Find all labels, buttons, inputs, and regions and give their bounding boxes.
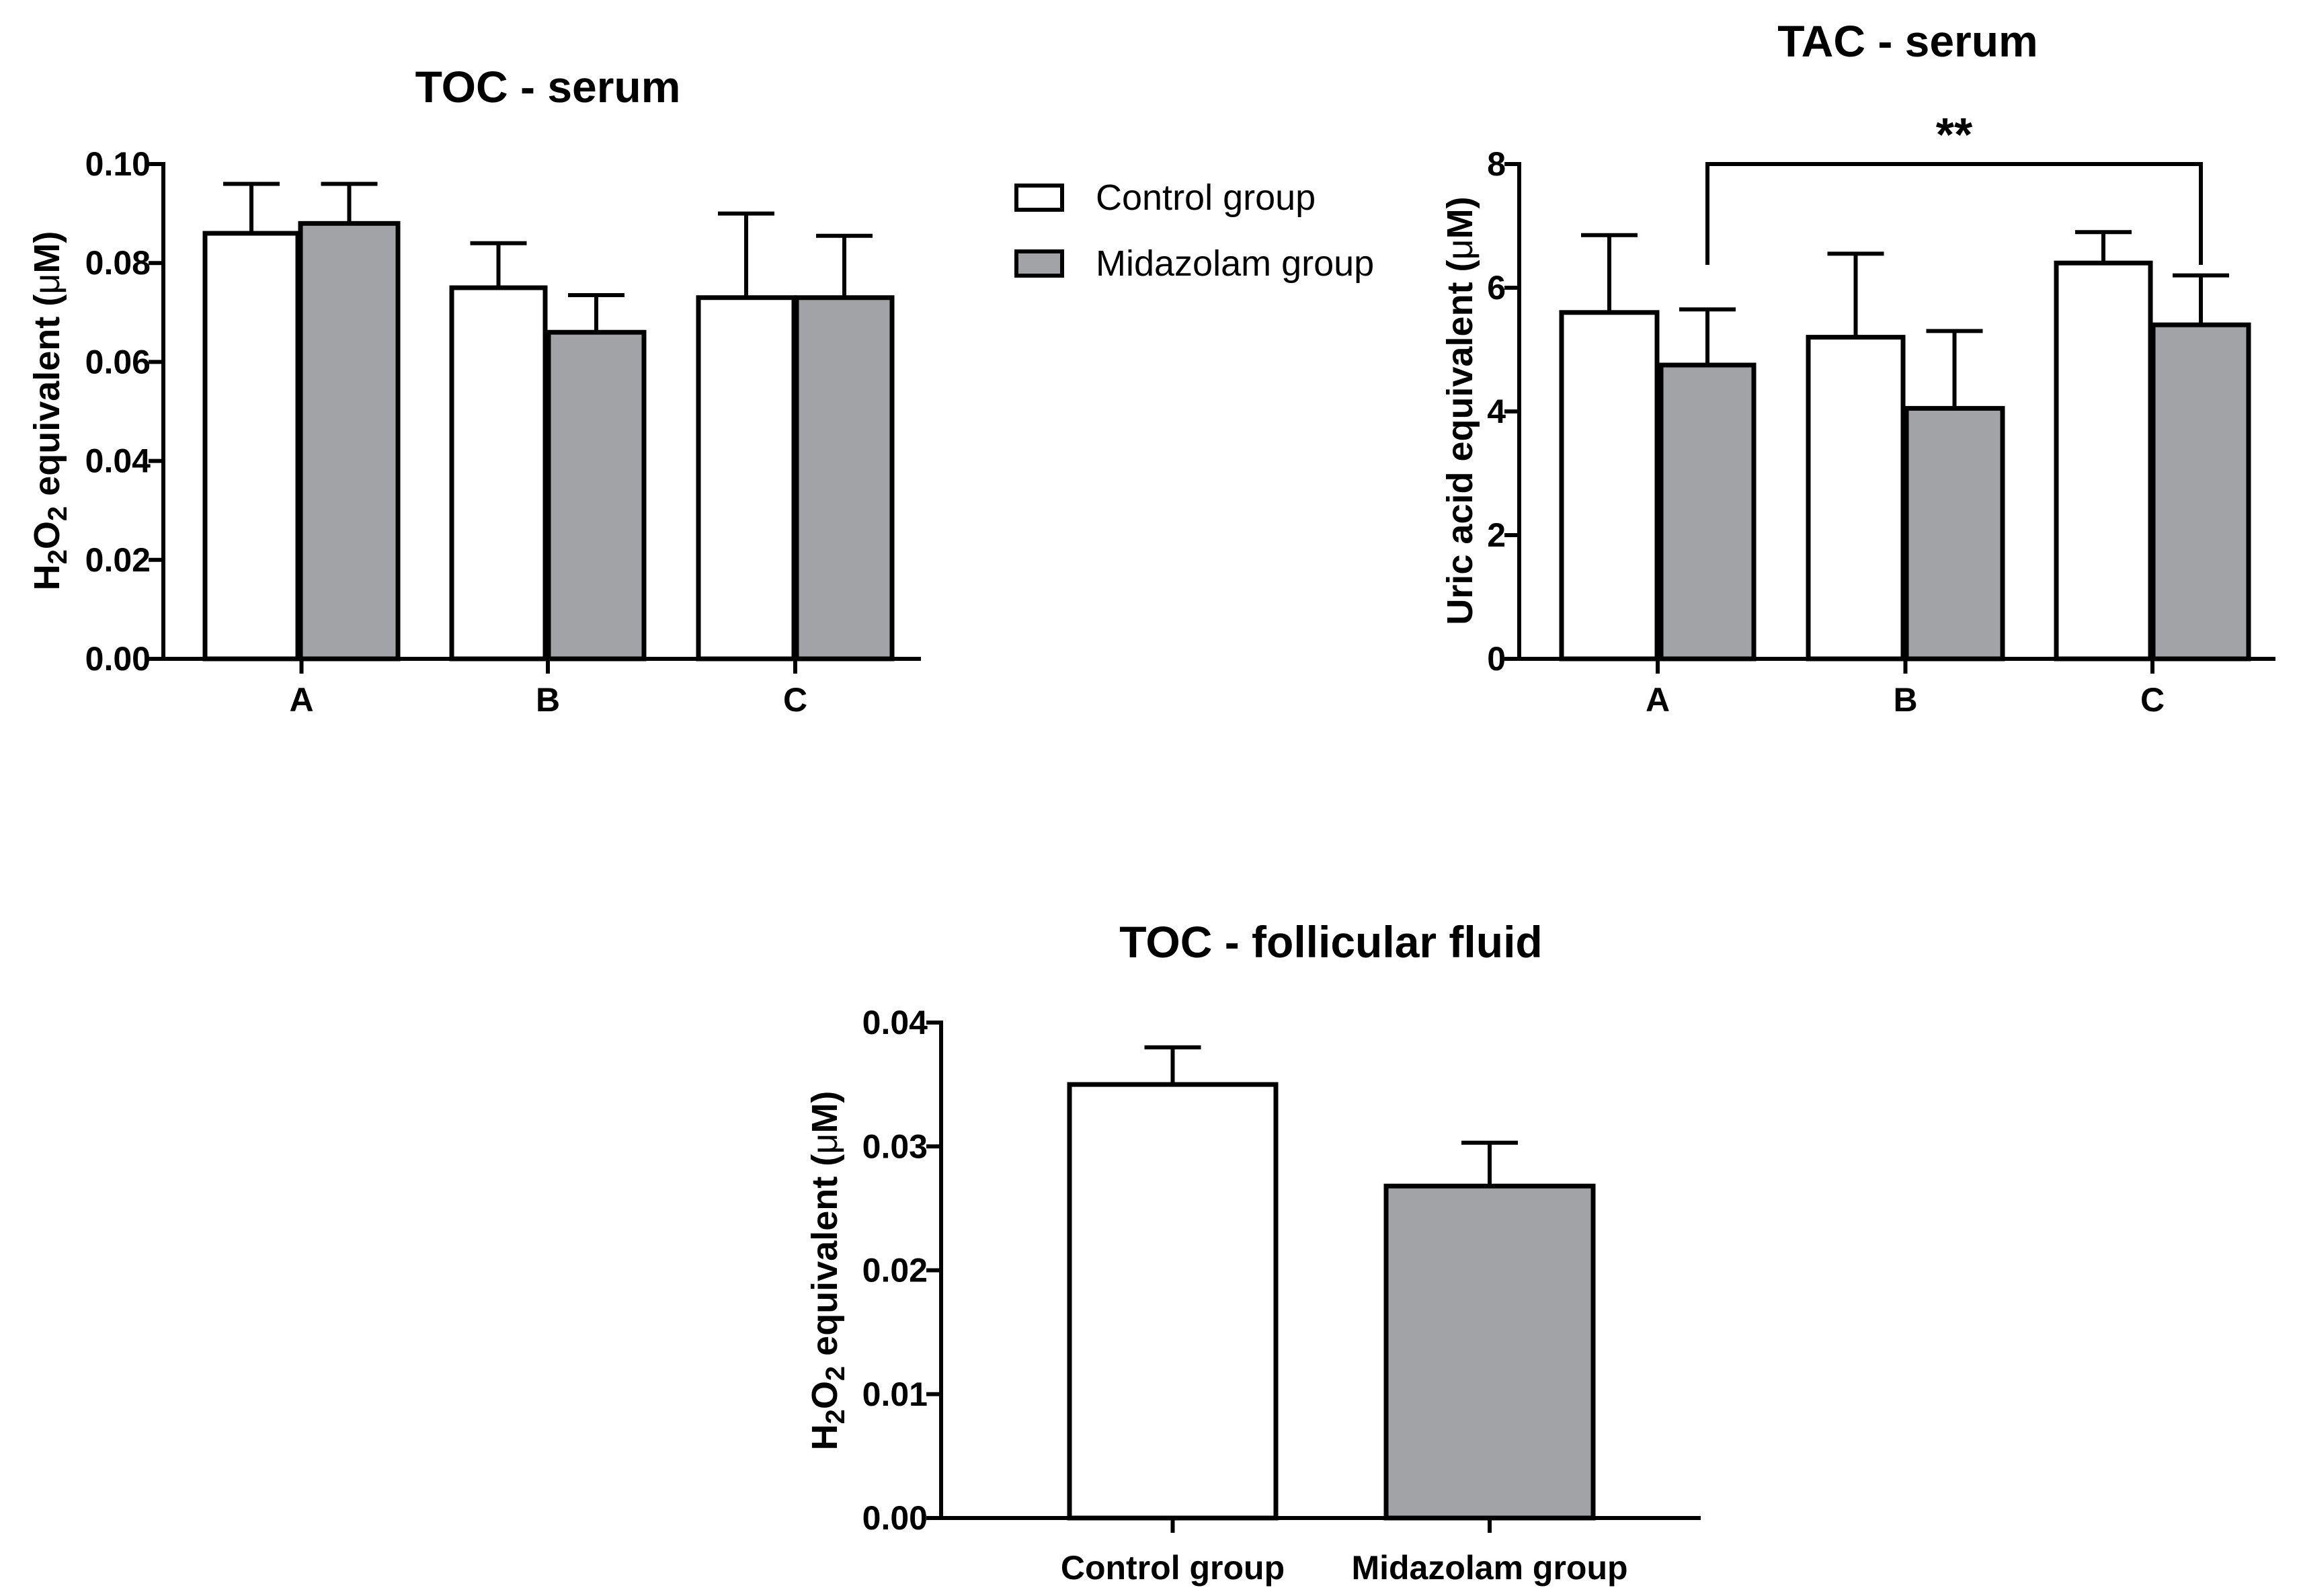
y-axis-label: H2O2 equivalent (μM) bbox=[805, 1091, 850, 1451]
legend: Control group Midazolam group bbox=[1014, 177, 1374, 284]
significance-label: ** bbox=[1936, 108, 1973, 161]
chart-title: TAC - serum bbox=[1777, 16, 2038, 66]
x-tick-label: B bbox=[536, 681, 560, 719]
y-tick-label: 0.04 bbox=[862, 1004, 928, 1041]
x-tick-label: C bbox=[783, 681, 807, 719]
x-tick-label: A bbox=[1646, 681, 1670, 719]
bar bbox=[449, 285, 548, 662]
chart-toc-follicular-fluid: TOC - follicular fluid 0.00 0.01 0.02 0.03 0… bbox=[805, 917, 1701, 1587]
x-tick-label: A bbox=[289, 681, 313, 719]
bar bbox=[1658, 362, 1757, 662]
y-tick-label: 0.03 bbox=[862, 1127, 928, 1165]
legend-label-midazolam: Midazolam group bbox=[1096, 243, 1374, 284]
y-axis-label: H2O2 equivalent (μM) bbox=[27, 231, 73, 591]
y-tick-label: 6 bbox=[1487, 269, 1506, 307]
chart-title: TOC - follicular fluid bbox=[1119, 917, 1542, 967]
bar bbox=[2150, 322, 2251, 662]
x-tick-label: Control group bbox=[1061, 1549, 1285, 1587]
bar bbox=[2054, 260, 2153, 662]
bar bbox=[1383, 1183, 1596, 1521]
bar bbox=[1904, 405, 2005, 662]
x-tick-label: B bbox=[1893, 681, 1917, 719]
legend-swatch-control bbox=[1014, 184, 1064, 212]
y-tick-label: 0.08 bbox=[85, 244, 151, 282]
y-tick-label: 2 bbox=[1487, 516, 1506, 554]
bar bbox=[298, 221, 401, 662]
y-axis-label: Uric acid equivalent (μM) bbox=[1440, 196, 1480, 625]
bar bbox=[794, 295, 895, 662]
y-tick-label: 0.06 bbox=[85, 343, 151, 381]
y-tick-label: 0.00 bbox=[85, 640, 151, 678]
legend-label-control: Control group bbox=[1096, 177, 1316, 218]
bar bbox=[546, 329, 647, 662]
bar bbox=[1806, 335, 1906, 662]
y-tick-label: 0.01 bbox=[862, 1375, 928, 1413]
y-tick-label: 0.02 bbox=[862, 1252, 928, 1289]
legend-swatch-midazolam bbox=[1014, 249, 1064, 278]
x-tick-label: Midazolam group bbox=[1351, 1549, 1627, 1587]
y-tick-label: 0.00 bbox=[862, 1499, 928, 1537]
x-tick-label: C bbox=[2140, 681, 2165, 719]
significance-bracket bbox=[1705, 162, 2203, 265]
bar bbox=[202, 231, 300, 662]
bar bbox=[1559, 310, 1660, 662]
bar bbox=[696, 295, 797, 662]
chart-title: TOC - serum bbox=[415, 62, 681, 112]
chart-tac-serum: TAC - serum 0 2 4 6 8 A B C Uric acid equivalent… bbox=[1440, 16, 2275, 719]
y-tick-label: 8 bbox=[1487, 145, 1506, 183]
y-tick-label: 0 bbox=[1487, 640, 1506, 678]
y-tick-label: 0.02 bbox=[85, 541, 151, 579]
bar bbox=[1067, 1082, 1279, 1521]
y-tick-label: 4 bbox=[1487, 393, 1506, 430]
y-tick-label: 0.10 bbox=[85, 145, 151, 183]
chart-toc-serum: TOC - serum 0.00 0.02 0.04 0.06 0.08 0.10 A B C H… bbox=[27, 62, 921, 719]
y-tick-label: 0.04 bbox=[85, 442, 151, 480]
